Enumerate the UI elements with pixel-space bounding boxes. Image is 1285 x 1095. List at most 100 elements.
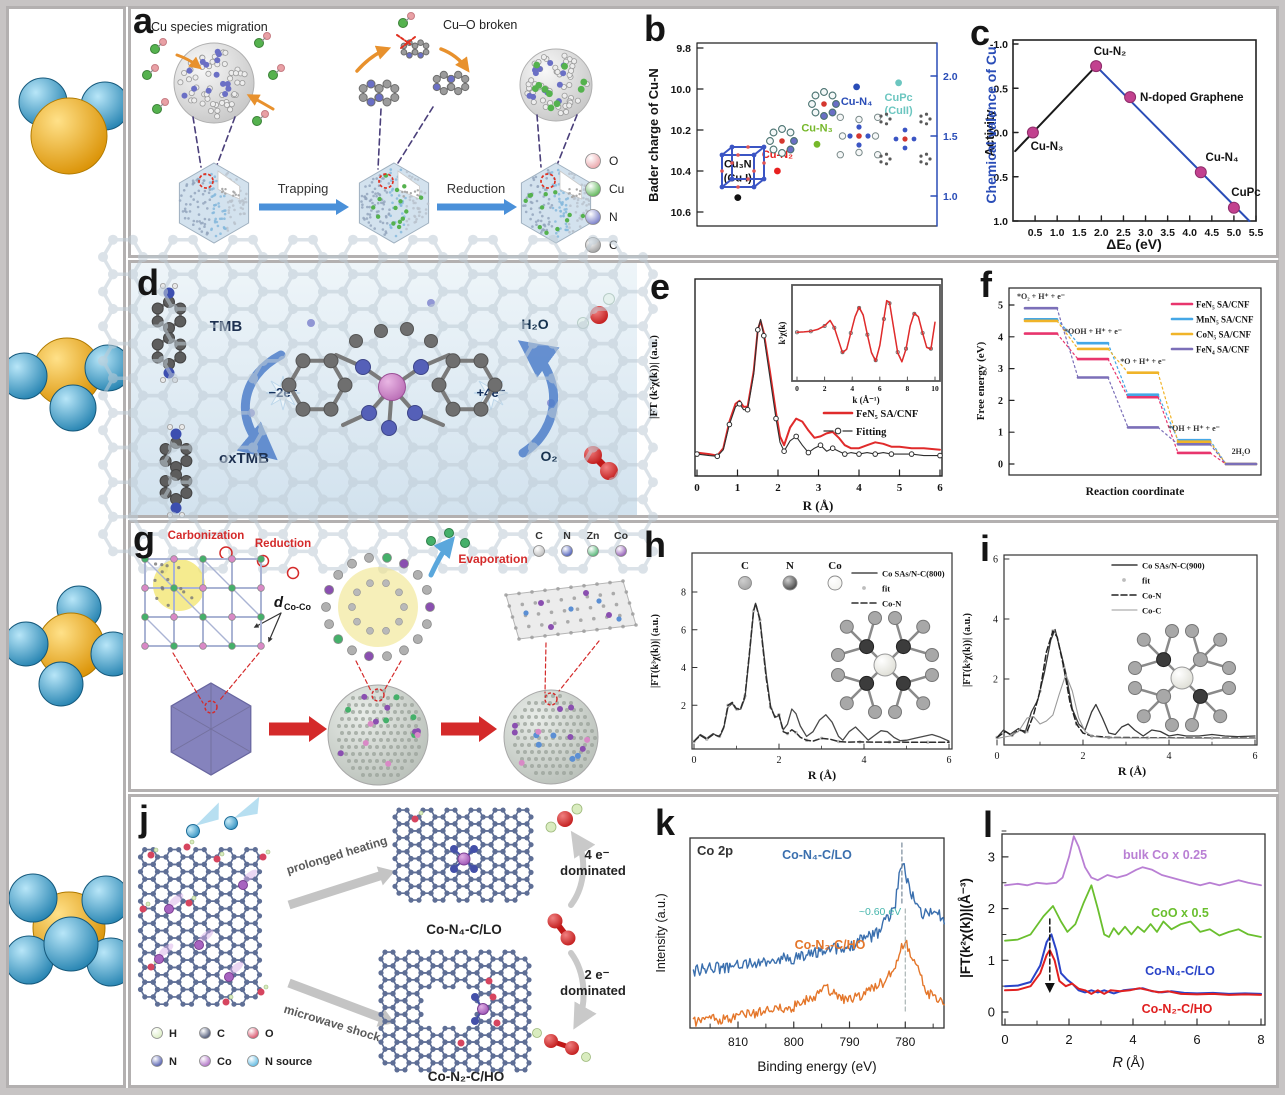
svg-text:k (Å⁻¹): k (Å⁻¹) (852, 395, 879, 405)
svg-text:4: 4 (993, 615, 998, 626)
svg-text:*OOH + H⁺ + e⁻: *OOH + H⁺ + e⁻ (1064, 327, 1122, 336)
svg-text:4.0: 4.0 (1182, 227, 1197, 239)
panel-i-chart: 0 2 4 6 2 4 6 |FT(k³χ(k))| (a.u.) R (Å) Co SAs/N-… (962, 554, 1258, 778)
svg-text:R (Å): R (Å) (803, 498, 834, 513)
svg-text:2: 2 (1065, 1032, 1072, 1047)
chart: 0 2 4 6 2 4 6 8 |FT(k³χ(k))| (a.u.) R (Å) Co SAs/N… (650, 552, 953, 782)
svg-text:Co 2p: Co 2p (697, 843, 733, 858)
svg-text:1: 1 (998, 428, 1003, 439)
inset-molecule (831, 611, 939, 719)
structure-thumbnails (719, 88, 932, 190)
svg-text:Co-N: Co-N (882, 599, 902, 609)
svg-text:800: 800 (784, 1035, 804, 1049)
row-4 (128, 794, 1279, 1088)
n-source-comet (186, 802, 219, 838)
panel-l: l 0 2 4 6 8 0 1 2 3 R (Å) bulk Co x 0.25 CoO x 0.5 C… (975, 797, 1275, 1085)
svg-text:1.0: 1.0 (943, 191, 958, 203)
left-decorations (139, 839, 271, 1006)
svg-text:6: 6 (1193, 1032, 1200, 1047)
svg-text:4.5: 4.5 (1205, 227, 1220, 239)
svg-text:0.5: 0.5 (993, 172, 1008, 184)
panel-e-letter: e (650, 266, 671, 307)
svg-text:Cu-N₃: Cu-N₃ (801, 122, 832, 134)
svg-text:10.0: 10.0 (671, 84, 692, 96)
graphene-lo (392, 807, 534, 903)
coordination-motifs (0, 77, 136, 987)
svg-text:|FT(k³χ(k))| (a.u.): |FT(k³χ(k))| (a.u.) (650, 614, 661, 688)
svg-text:fit: fit (882, 584, 890, 594)
motif-4N (3, 585, 136, 707)
svg-text:6: 6 (681, 625, 686, 636)
svg-text:Carbonization: Carbonization (168, 530, 245, 542)
svg-text:k³χ(k): k³χ(k) (777, 322, 787, 345)
svg-text:Co-N₄-C/LO: Co-N₄-C/LO (782, 848, 852, 862)
svg-text:3.0: 3.0 (1138, 227, 1153, 239)
panel-h: h 0 2 4 6 2 4 6 8 |FT(k³χ(k))| (a.u.) R (Å) Co SAs… (642, 523, 962, 789)
scheme: Cu species migration Cu–O broken Trapping R… (142, 12, 624, 253)
svg-text:ΔEₒ (eV): ΔEₒ (eV) (1106, 236, 1161, 252)
n-source-comet (224, 796, 260, 830)
svg-text:4 e⁻: 4 e⁻ (585, 847, 610, 862)
motif-3N (0, 337, 132, 432)
svg-text:0: 0 (1001, 1032, 1008, 1047)
chart: 0 2 4 6 8 0 1 2 3 R (Å) bulk Co x 0.25 CoO x 0.5 Co-… (988, 830, 1266, 1071)
svg-text:|FT(k³χ(k))| (a.u.): |FT(k³χ(k))| (a.u.) (962, 613, 973, 687)
svg-text:d: d (274, 594, 284, 611)
svg-text:N: N (563, 530, 571, 542)
inset-molecule (1128, 624, 1236, 732)
svg-text:CoN₅ SA/CNF: CoN₅ SA/CNF (1196, 330, 1251, 340)
zif-cage (321, 552, 435, 662)
svg-text:6: 6 (947, 755, 952, 766)
svg-text:Cu-N₄: Cu-N₄ (841, 96, 873, 108)
svg-text:8: 8 (1257, 1032, 1264, 1047)
chart: 810 800 790 780 Binding energy (eV) Intensity… (654, 837, 945, 1074)
svg-text:Co-N₂-C/HO: Co-N₂-C/HO (1142, 1002, 1213, 1016)
svg-text:1: 1 (988, 953, 995, 968)
svg-text:5: 5 (998, 301, 1003, 312)
svg-text:4: 4 (850, 384, 854, 393)
svg-text:4: 4 (862, 755, 867, 766)
svg-text:FeN₄ SA/CNF: FeN₄ SA/CNF (1196, 345, 1250, 355)
svg-text:0: 0 (694, 482, 700, 494)
svg-text:~0.60 eV: ~0.60 eV (859, 906, 901, 918)
svg-text:2: 2 (988, 901, 995, 916)
svg-text:Co-N₂-C/HO: Co-N₂-C/HO (795, 938, 866, 952)
panel-d-letter: d (137, 262, 159, 303)
svg-text:2.0: 2.0 (1094, 227, 1109, 239)
chart: 0 2 4 6 2 4 6 |FT(k³χ(k))| (a.u.) R (Å) Co SAs/N-… (962, 554, 1258, 778)
svg-text:2H₂O: 2H₂O (1232, 447, 1251, 456)
svg-text:bulk Co x 0.25: bulk Co x 0.25 (1123, 848, 1207, 862)
svg-text:H: H (169, 1028, 177, 1040)
svg-text:6: 6 (993, 555, 998, 566)
svg-text:Co-N₄-C/LO: Co-N₄-C/LO (1145, 964, 1215, 978)
panel-d-illustration: −2e⁻+4e⁻TMBoxTMBH₂OO₂ (98, 234, 658, 574)
svg-text:8: 8 (681, 588, 686, 599)
svg-text:-0.5: -0.5 (990, 83, 1008, 95)
panel-h-chart: 0 2 4 6 2 4 6 8 |FT(k³χ(k))| (a.u.) R (Å) Co SAs/N… (650, 552, 953, 782)
svg-text:Binding energy (eV): Binding energy (eV) (757, 1059, 876, 1074)
panel-b-letter: b (644, 8, 666, 49)
mof-lattice (141, 555, 265, 650)
svg-text:2: 2 (681, 701, 686, 712)
panel-a-illustration: Cu species migration Cu–O broken Trapping R… (142, 12, 624, 253)
chart: 0.5 1.0 1.5 2.0 2.5 3.0 3.5 4.0 4.5 5.0 5.5 -1.0 -0.… (982, 39, 1263, 252)
panel-i-letter: i (980, 528, 991, 569)
svg-text:Co-N₄-C/LO: Co-N₄-C/LO (426, 922, 501, 937)
svg-text:6: 6 (878, 384, 882, 393)
inset: 0 2 4 6 8 10 k (Å⁻¹) k³χ(k) (777, 284, 941, 405)
chart: 0 1 2 3 4 5 Free energy (eV) Reaction coordinat… (975, 287, 1262, 498)
svg-text:(CuII): (CuII) (885, 105, 913, 117)
svg-text:2: 2 (998, 396, 1003, 407)
panel-l-chart: 0 2 4 6 8 0 1 2 3 R (Å) bulk Co x 0.25 CoO x 0.5 Co-… (988, 830, 1266, 1071)
panel-f: f 0 1 2 3 4 5 Free energy (eV) Reaction coordin… (964, 263, 1276, 515)
svg-text:790: 790 (839, 1035, 859, 1049)
svg-text:2.5: 2.5 (1116, 227, 1131, 239)
svg-text:1.5: 1.5 (1072, 227, 1087, 239)
graphene-pattern (98, 234, 658, 574)
svg-text:CuPc: CuPc (885, 92, 913, 104)
panel-g-letter: g (133, 518, 155, 559)
chart: 9.8 10.0 10.2 10.4 10.6 2.0 1.5 1.0 Bader charge… (646, 42, 958, 227)
svg-text:0: 0 (995, 751, 1000, 762)
svg-text:Activity: Activity (982, 109, 997, 157)
